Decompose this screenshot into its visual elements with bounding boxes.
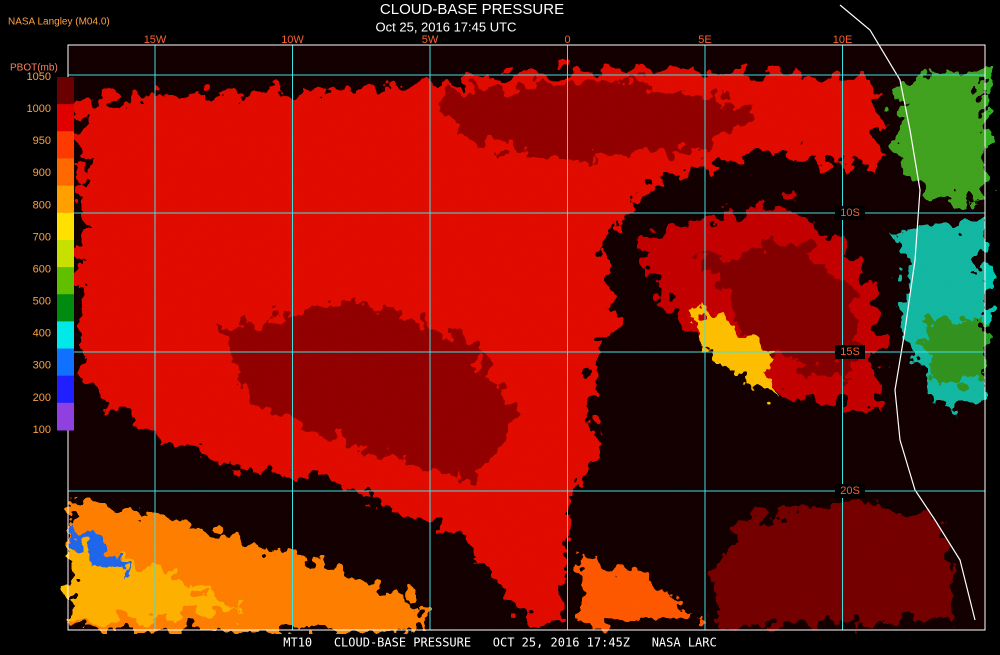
colorbar-segment: [57, 348, 74, 377]
colorbar-tick-label: 200: [33, 392, 51, 404]
colorbar-tick-label: 600: [33, 263, 51, 275]
colorbar-segment: [57, 294, 74, 322]
graticule: 15W 10W 5W 0 5E 10E 10S 15S 20S: [68, 34, 985, 630]
colorbar-tick-label: 300: [33, 360, 51, 372]
colorbar-segment: [57, 402, 74, 431]
colorbar-segment: [57, 267, 74, 295]
colorbar-tick-label: 700: [33, 231, 51, 243]
subtitle: Oct 25, 2016 17:45 UTC: [376, 19, 517, 34]
colorbar-tick-label: 500: [33, 296, 51, 308]
longitude-label: 5W: [422, 34, 439, 46]
longitude-label: 0: [564, 34, 570, 46]
colorbar-tick-label: 1050: [27, 71, 51, 83]
latitude-label: 20S: [840, 485, 860, 497]
colorbar-tick-label: 900: [33, 167, 51, 179]
colorbar-segment: [57, 239, 74, 268]
colorbar-tick-label: 1000: [27, 103, 51, 115]
longitude-label: 10W: [281, 34, 304, 46]
label-bg: [835, 345, 865, 359]
colorbar-label: PBOT(mb): [10, 63, 58, 74]
longitude-label: 15W: [144, 34, 167, 46]
label-bg: [835, 206, 865, 220]
title: CLOUD-BASE PRESSURE: [380, 1, 564, 18]
colorbar-segment: [57, 158, 74, 187]
footer: MT10 CLOUD-BASE PRESSURE OCT 25, 2016 17…: [283, 636, 716, 650]
colorbar-segment: [57, 104, 74, 132]
texture: [68, 45, 985, 630]
longitude-label: 10E: [833, 34, 853, 46]
colorbar-tick-label: 800: [33, 199, 51, 211]
colorbar-segment: [57, 185, 74, 214]
colorbar-segment: [57, 321, 74, 350]
longitude-label: 5E: [698, 34, 711, 46]
colorbar-segment: [57, 131, 74, 159]
latitude-label: 10S: [840, 207, 860, 219]
colorbar-tick-label: 950: [33, 135, 51, 147]
colorbar-segment: [57, 212, 74, 241]
latitude-label: 15S: [840, 346, 860, 358]
colorbar-segment: [57, 77, 74, 105]
footer-bg: [0, 634, 1000, 650]
colorbar: 1050 1000 950 900 800 700 600 500 400 300 200 100: [27, 71, 74, 436]
colorbar-tick-label: 400: [33, 328, 51, 340]
colorbar-segment: [57, 375, 74, 404]
label-bg: [835, 484, 865, 498]
colorbar-tick-label: 100: [33, 424, 51, 436]
source: NASA Langley (M04.0): [8, 17, 110, 28]
coastline: [839, 4, 976, 621]
